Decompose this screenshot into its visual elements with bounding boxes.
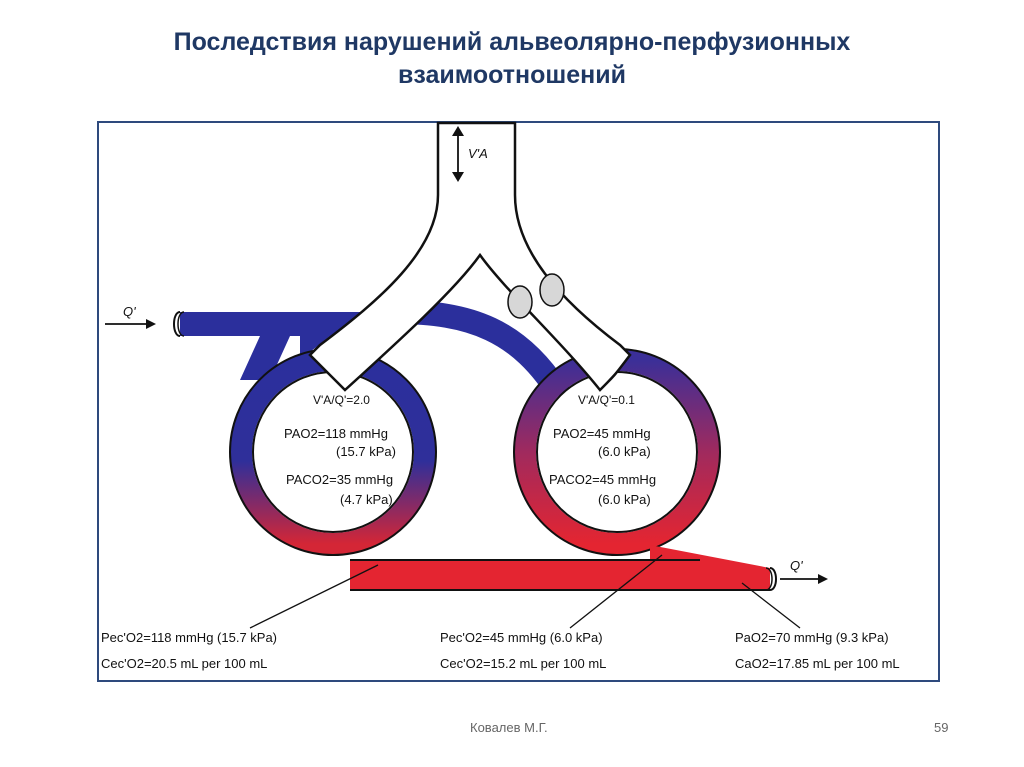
left-alveolus-labels: V'A/Q'=2.0 PAO2=118 mmHg (15.7 kPa) PACO…: [284, 393, 396, 507]
page-number: 59: [934, 720, 949, 735]
slide-title-line1: Последствия нарушений альвеолярно-перфуз…: [173, 28, 851, 56]
ventilation-arrow: V'A: [452, 126, 488, 182]
flow-out-arrow: Q': [780, 558, 828, 584]
bottom-middle-p: Pec'O2=45 mmHg (6.0 kPa): [440, 630, 603, 645]
airway: [308, 121, 632, 392]
left-ratio: V'A/Q'=2.0: [313, 393, 370, 407]
slide-title: Последствия нарушений альвеолярно-перфуз…: [0, 26, 1024, 92]
left-paco2-kpa: (4.7 kPa): [340, 492, 393, 507]
right-pao2: PAO2=45 mmHg: [553, 426, 651, 441]
bottom-left-c: Cec'O2=20.5 mL per 100 mL: [101, 656, 267, 671]
bottom-left-p: Pec'O2=118 mmHg (15.7 kPa): [101, 630, 277, 645]
bottom-right-p: PaO2=70 mmHg (9.3 kPa): [735, 630, 889, 645]
right-ratio: V'A/Q'=0.1: [578, 393, 635, 407]
bottom-labels: Pec'O2=118 mmHg (15.7 kPa) Cec'O2=20.5 m…: [101, 630, 900, 671]
flow-out-label: Q': [790, 558, 803, 573]
slide-title-line2: взаимоотношений: [397, 61, 626, 89]
right-capillary-ring: [394, 300, 721, 556]
leader-lines: [249, 554, 801, 629]
flow-in-arrow: Q': [105, 304, 156, 329]
right-paco2: PACO2=45 mmHg: [549, 472, 656, 487]
footer-author: Ковалев М.Г.: [470, 720, 548, 735]
bottom-middle-c: Cec'O2=15.2 mL per 100 mL: [440, 656, 606, 671]
right-paco2-kpa: (6.0 kPa): [598, 492, 651, 507]
right-pao2-kpa: (6.0 kPa): [598, 444, 651, 459]
left-pao2: PAO2=118 mmHg: [284, 426, 388, 441]
ventilation-label: V'A: [468, 146, 488, 161]
bottom-right-c: CaO2=17.85 mL per 100 mL: [735, 656, 900, 671]
left-capillary-ring: [229, 348, 437, 556]
left-pao2-kpa: (15.7 kPa): [336, 444, 396, 459]
right-alveolus-labels: V'A/Q'=0.1 PAO2=45 mmHg (6.0 kPa) PACO2=…: [549, 393, 656, 507]
left-paco2: PACO2=35 mmHg: [286, 472, 393, 487]
flow-in-label: Q': [123, 304, 136, 319]
arterial-outflow: [350, 545, 777, 591]
